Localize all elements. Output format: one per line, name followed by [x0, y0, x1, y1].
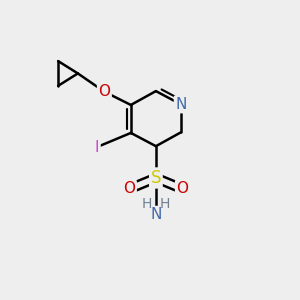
Text: O: O	[176, 182, 188, 196]
Text: H: H	[141, 196, 152, 211]
Text: O: O	[98, 84, 110, 99]
Text: O: O	[123, 182, 135, 196]
Text: N: N	[175, 97, 187, 112]
Text: H: H	[160, 196, 170, 211]
Text: N: N	[150, 207, 162, 222]
Text: I: I	[95, 140, 99, 154]
Text: S: S	[151, 169, 161, 187]
